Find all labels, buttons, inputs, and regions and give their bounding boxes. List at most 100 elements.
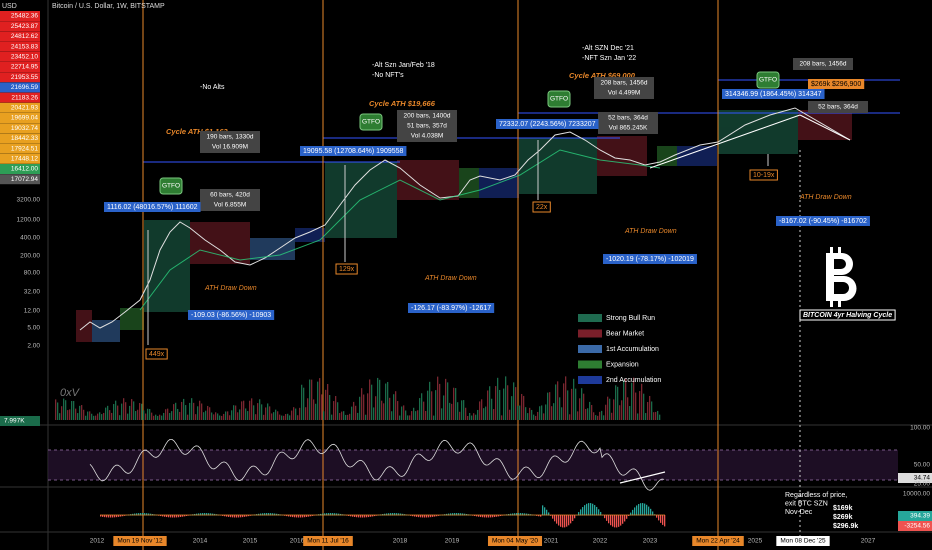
- volume-bar: [539, 406, 541, 420]
- macd-bar: [298, 515, 300, 518]
- volume-bar: [251, 398, 253, 420]
- chart-title: Bitcoin / U.S. Dollar, 1W, BITSTAMP: [52, 3, 165, 10]
- info-box: [594, 77, 654, 99]
- volume-bar: [615, 385, 617, 420]
- volume-bars: [55, 376, 661, 420]
- macd-bar: [240, 515, 242, 518]
- time-axis-label: 2016: [290, 538, 305, 545]
- macd-bar: [622, 515, 624, 524]
- macd-bar: [274, 513, 276, 516]
- volume-bar: [605, 404, 607, 420]
- price-badge: [0, 31, 40, 42]
- volume-bar: [257, 403, 259, 420]
- volume-bar: [315, 403, 317, 420]
- volume-bar: [91, 413, 93, 420]
- macd-bar: [572, 515, 574, 521]
- volume-bar: [143, 410, 145, 420]
- macd-bar: [348, 515, 350, 516]
- volume-bar: [451, 403, 453, 420]
- macd-bar: [584, 505, 586, 516]
- macd-bar: [226, 515, 228, 517]
- volume-bar: [357, 412, 359, 420]
- info-text: Vol 16.909M: [212, 144, 248, 151]
- volume-bar: [79, 405, 81, 420]
- volume-bar: [323, 411, 325, 420]
- volume-bar: [307, 398, 309, 420]
- volume-bar: [621, 400, 623, 420]
- macd-bar: [140, 513, 142, 516]
- time-badge: [487, 536, 543, 546]
- macd-bar: [360, 515, 362, 518]
- macd-bar: [206, 513, 208, 516]
- info-text: Vol 865.245K: [609, 125, 648, 132]
- volume-bar: [221, 415, 223, 420]
- gtfo-box: [359, 113, 383, 131]
- volume-bar: [455, 388, 457, 420]
- volume-bar: [373, 407, 375, 420]
- label-box: [300, 146, 407, 156]
- price-axis-label: 32.00: [24, 289, 41, 296]
- volume-bar: [555, 384, 557, 420]
- label-box: [408, 303, 495, 313]
- macd-bar: [102, 515, 104, 517]
- macd-bar: [198, 513, 200, 516]
- macd-bar: [550, 515, 552, 516]
- volume-bar: [377, 377, 379, 420]
- volume-bar: [567, 390, 569, 420]
- price-badge: [0, 113, 40, 123]
- volume-bar: [557, 381, 559, 420]
- volume-bar: [347, 414, 349, 420]
- volume-bar: [653, 412, 655, 420]
- volume-bar: [365, 414, 367, 420]
- gtfo-label: GTFO: [162, 183, 180, 190]
- macd-bar: [644, 503, 646, 516]
- volume-bar: [123, 398, 125, 420]
- exit-note: Regardless of price,: [785, 492, 847, 499]
- volume-bar: [225, 411, 227, 420]
- macd-bar: [450, 513, 452, 516]
- volume-bar: [309, 379, 311, 420]
- macd-bar: [482, 515, 484, 518]
- volume-bar: [109, 410, 111, 420]
- price-axis-label: 80.00: [24, 270, 41, 277]
- rsi-badge: [898, 473, 932, 483]
- volume-bar: [173, 404, 175, 420]
- volume-bar: [287, 413, 289, 420]
- volume-bar: [511, 396, 513, 420]
- macd-bar: [144, 513, 146, 516]
- volume-bar: [441, 408, 443, 420]
- volume-bar: [129, 405, 131, 420]
- volume-bar: [161, 415, 163, 420]
- macd-bar: [656, 515, 658, 518]
- price-badge: [0, 133, 40, 144]
- volume-bar: [329, 395, 331, 420]
- volume-bar: [361, 388, 363, 420]
- macd-bar: [210, 513, 212, 516]
- macd-bar: [370, 515, 372, 517]
- macd-bar: [474, 515, 476, 517]
- price-badge: [0, 72, 40, 83]
- volume-bar: [655, 411, 657, 420]
- volume-bar: [55, 399, 57, 420]
- target-price: $169k: [833, 505, 853, 512]
- volume-bar: [415, 411, 417, 420]
- volume-bar: [563, 383, 565, 420]
- volume-bar: [289, 415, 291, 420]
- volume-bar: [217, 413, 219, 420]
- volume-bar: [59, 413, 61, 420]
- volume-bar: [633, 377, 635, 420]
- macd-bar: [454, 513, 456, 516]
- volume-bar: [427, 390, 429, 420]
- volume-bar: [459, 411, 461, 420]
- volume-bar: [435, 390, 437, 420]
- macd-bar: [664, 515, 666, 527]
- volume-bar: [145, 413, 147, 420]
- volume-bar: [125, 402, 127, 420]
- volume-bar: [535, 415, 537, 420]
- volume-bar: [179, 411, 181, 420]
- volume-bar: [147, 408, 149, 420]
- volume-bar: [505, 376, 507, 420]
- volume-bar: [479, 401, 481, 420]
- macd-bar: [150, 513, 152, 516]
- volume-bar: [285, 414, 287, 420]
